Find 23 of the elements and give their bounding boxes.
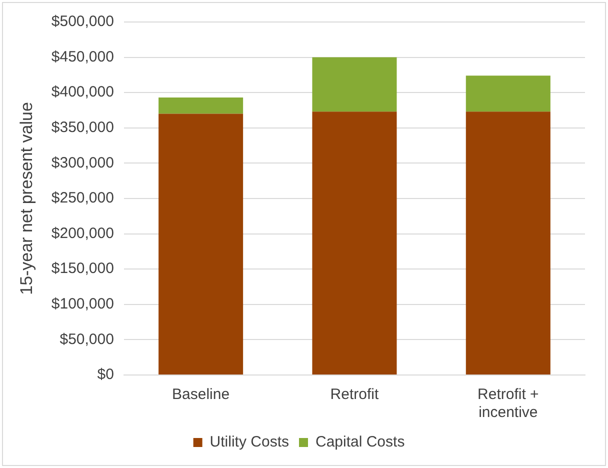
y-tick-label: $450,000 xyxy=(51,48,114,66)
y-axis-title: 15-year net present value xyxy=(16,102,36,295)
y-tick-label: $100,000 xyxy=(51,296,114,313)
legend-label: Capital Costs xyxy=(315,434,405,451)
y-tick-label: $350,000 xyxy=(51,119,114,136)
bar xyxy=(158,98,244,114)
y-tick-label: $500,000 xyxy=(51,13,114,30)
x-tick-label: Retrofit + incentive xyxy=(478,386,540,422)
y-tick-label: $150,000 xyxy=(51,260,114,278)
y-tick-label: $300,000 xyxy=(51,154,114,172)
bar xyxy=(312,112,397,374)
y-tick-label: $250,000 xyxy=(51,190,114,207)
y-tick-label: $0 xyxy=(97,366,114,384)
bar xyxy=(158,114,244,374)
bar xyxy=(466,76,550,112)
y-tick-label: $400,000 xyxy=(51,84,114,101)
y-tick-label: $50,000 xyxy=(60,330,114,348)
bar xyxy=(312,57,397,112)
bar xyxy=(466,112,550,374)
x-tick-label: Baseline xyxy=(172,386,230,404)
x-tick-label: Retrofit xyxy=(330,386,380,404)
y-tick-label: $200,000 xyxy=(51,224,114,242)
legend-label: Utility Costs xyxy=(210,434,289,451)
